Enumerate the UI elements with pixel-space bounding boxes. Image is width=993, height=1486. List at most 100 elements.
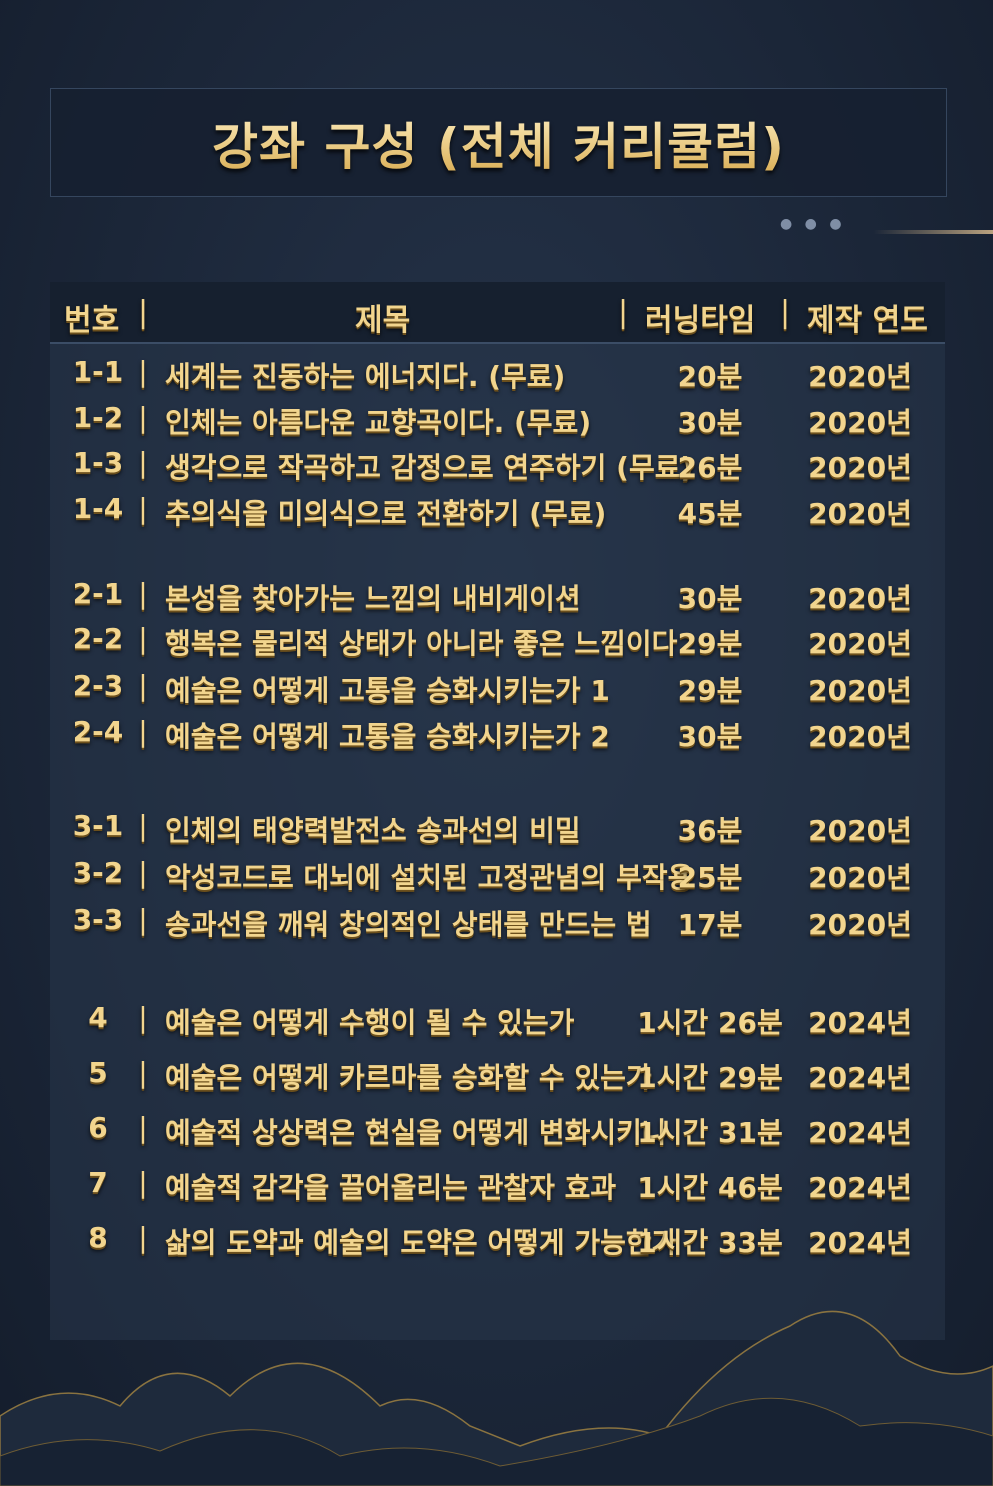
- row-year: 2020년: [808, 497, 912, 530]
- header-number: 번호: [64, 303, 120, 338]
- row-separator: |: [138, 669, 148, 702]
- row-year: 2020년: [808, 720, 912, 753]
- table-row: 8 | 삶의 도약과 예술의 도약은 어떻게 가능한가 1시간 33분 2024년: [50, 1217, 945, 1263]
- row-separator: |: [138, 492, 148, 525]
- header-year: 제작 연도: [807, 303, 928, 338]
- mountain-decoration: [0, 1310, 993, 1486]
- row-title: 추의식을 미의식으로 전환하기 (무료): [165, 497, 607, 530]
- row-title: 예술은 어떻게 카르마를 승화할 수 있는가: [165, 1061, 652, 1094]
- row-runtime: 30분: [677, 720, 743, 753]
- decorative-dots: ● ● ●: [780, 216, 846, 232]
- row-runtime: 45분: [677, 497, 743, 530]
- row-separator: |: [138, 401, 148, 434]
- row-number: 2-3: [72, 669, 124, 702]
- row-runtime: 1시간 29분: [637, 1061, 783, 1094]
- row-separator: |: [138, 856, 148, 889]
- row-title: 인체의 태양력발전소 송과선의 비밀: [165, 814, 581, 847]
- row-runtime: 1시간 33분: [637, 1226, 783, 1259]
- table-row: 2-3 | 예술은 어떻게 고통을 승화시키는가 1 29분 2020년: [50, 665, 945, 711]
- row-separator: |: [138, 715, 148, 748]
- row-year: 2020년: [808, 814, 912, 847]
- row-runtime: 17분: [677, 908, 743, 941]
- row-runtime: 30분: [677, 406, 743, 439]
- row-year: 2024년: [808, 1171, 912, 1204]
- page-title: 강좌 구성 (전체 커리큘럼): [212, 107, 785, 179]
- row-number: 2-4: [72, 715, 124, 748]
- table-row: 5 | 예술은 어떻게 카르마를 승화할 수 있는가 1시간 29분 2024년: [50, 1052, 945, 1098]
- row-runtime: 1시간 46분: [637, 1171, 783, 1204]
- row-title: 행복은 물리적 상태가 아니라 좋은 느낌이다: [165, 627, 678, 660]
- table-row: 2-4 | 예술은 어떻게 고통을 승화시키는가 2 30분 2020년: [50, 711, 945, 757]
- row-runtime: 29분: [677, 674, 743, 707]
- row-separator: |: [138, 577, 148, 610]
- row-title: 예술적 감각을 끌어올리는 관찰자 효과: [165, 1171, 617, 1204]
- row-year: 2020년: [808, 360, 912, 393]
- row-separator: |: [138, 1221, 148, 1254]
- row-year: 2020년: [808, 451, 912, 484]
- row-title: 악성코드로 대뇌에 설치된 고정관념의 부작용: [165, 861, 694, 894]
- row-separator: |: [138, 1056, 148, 1089]
- row-year: 2020년: [808, 627, 912, 660]
- row-number: 1-1: [72, 355, 124, 388]
- row-year: 2024년: [808, 1061, 912, 1094]
- row-number: 1-4: [72, 492, 124, 525]
- row-separator: |: [138, 622, 148, 655]
- row-title: 예술은 어떻게 고통을 승화시키는가 1: [165, 674, 610, 707]
- table-row: 1-2 | 인체는 아름다운 교향곡이다. (무료) 30분 2020년: [50, 397, 945, 443]
- row-year: 2024년: [808, 1226, 912, 1259]
- row-number: 1-3: [72, 446, 124, 479]
- row-number: 1-2: [72, 401, 124, 434]
- row-number: 2-2: [72, 622, 124, 655]
- row-number: 2-1: [72, 577, 124, 610]
- row-runtime: 30분: [677, 582, 743, 615]
- row-year: 2020년: [808, 674, 912, 707]
- table-row: 7 | 예술적 감각을 끌어올리는 관찰자 효과 1시간 46분 2024년: [50, 1162, 945, 1208]
- row-number: 3-3: [72, 903, 124, 936]
- row-runtime: 26분: [677, 451, 743, 484]
- row-separator: |: [138, 1111, 148, 1144]
- row-separator: |: [138, 355, 148, 388]
- row-number: 8: [88, 1221, 108, 1254]
- header-title: 제목: [355, 303, 411, 338]
- row-year: 2020년: [808, 861, 912, 894]
- row-number: 4: [88, 1001, 108, 1034]
- row-separator: |: [138, 903, 148, 936]
- table-row: 3-2 | 악성코드로 대뇌에 설치된 고정관념의 부작용 25분 2020년: [50, 852, 945, 898]
- row-title: 본성을 찾아가는 느낌의 내비게이션: [165, 582, 581, 615]
- row-title: 생각으로 작곡하고 감정으로 연주하기 (무료): [165, 451, 694, 484]
- row-runtime: 20분: [677, 360, 743, 393]
- row-title: 예술적 상상력은 현실을 어떻게 변화시키나: [165, 1116, 668, 1149]
- row-number: 7: [88, 1166, 108, 1199]
- header-runtime: 러닝타임: [645, 303, 756, 338]
- row-year: 2024년: [808, 1006, 912, 1039]
- row-year: 2020년: [808, 406, 912, 439]
- row-number: 3-1: [72, 809, 124, 842]
- row-title: 예술은 어떻게 고통을 승화시키는가 2: [165, 720, 610, 753]
- row-title: 세계는 진동하는 에너지다. (무료): [165, 360, 566, 393]
- row-number: 3-2: [72, 856, 124, 889]
- row-runtime: 1시간 26분: [637, 1006, 783, 1039]
- table-row: 1-3 | 생각으로 작곡하고 감정으로 연주하기 (무료) 26분 2020년: [50, 442, 945, 488]
- table-row: 1-1 | 세계는 진동하는 에너지다. (무료) 20분 2020년: [50, 351, 945, 397]
- row-title: 예술은 어떻게 수행이 될 수 있는가: [165, 1006, 575, 1039]
- row-title: 인체는 아름다운 교향곡이다. (무료): [165, 406, 592, 439]
- light-streak: [873, 230, 993, 234]
- row-number: 6: [88, 1111, 108, 1144]
- row-number: 5: [88, 1056, 108, 1089]
- row-year: 2020년: [808, 582, 912, 615]
- row-runtime: 29분: [677, 627, 743, 660]
- table-row: 6 | 예술적 상상력은 현실을 어떻게 변화시키나 1시간 31분 2024년: [50, 1107, 945, 1153]
- header-separator: |: [138, 295, 149, 330]
- table-row: 3-3 | 송과선을 깨워 창의적인 상태를 만드는 법 17분 2020년: [50, 899, 945, 945]
- row-runtime: 36분: [677, 814, 743, 847]
- row-separator: |: [138, 1001, 148, 1034]
- header-separator: |: [780, 295, 791, 330]
- row-year: 2020년: [808, 908, 912, 941]
- header-separator: |: [618, 295, 629, 330]
- table-row: 1-4 | 추의식을 미의식으로 전환하기 (무료) 45분 2020년: [50, 488, 945, 534]
- table-row: 2-1 | 본성을 찾아가는 느낌의 내비게이션 30분 2020년: [50, 573, 945, 619]
- row-separator: |: [138, 446, 148, 479]
- table-row: 4 | 예술은 어떻게 수행이 될 수 있는가 1시간 26분 2024년: [50, 997, 945, 1043]
- row-title: 삶의 도약과 예술의 도약은 어떻게 가능한가: [165, 1226, 678, 1259]
- table-header: 번호 | 제목 | 러닝타임 | 제작 연도: [50, 282, 945, 344]
